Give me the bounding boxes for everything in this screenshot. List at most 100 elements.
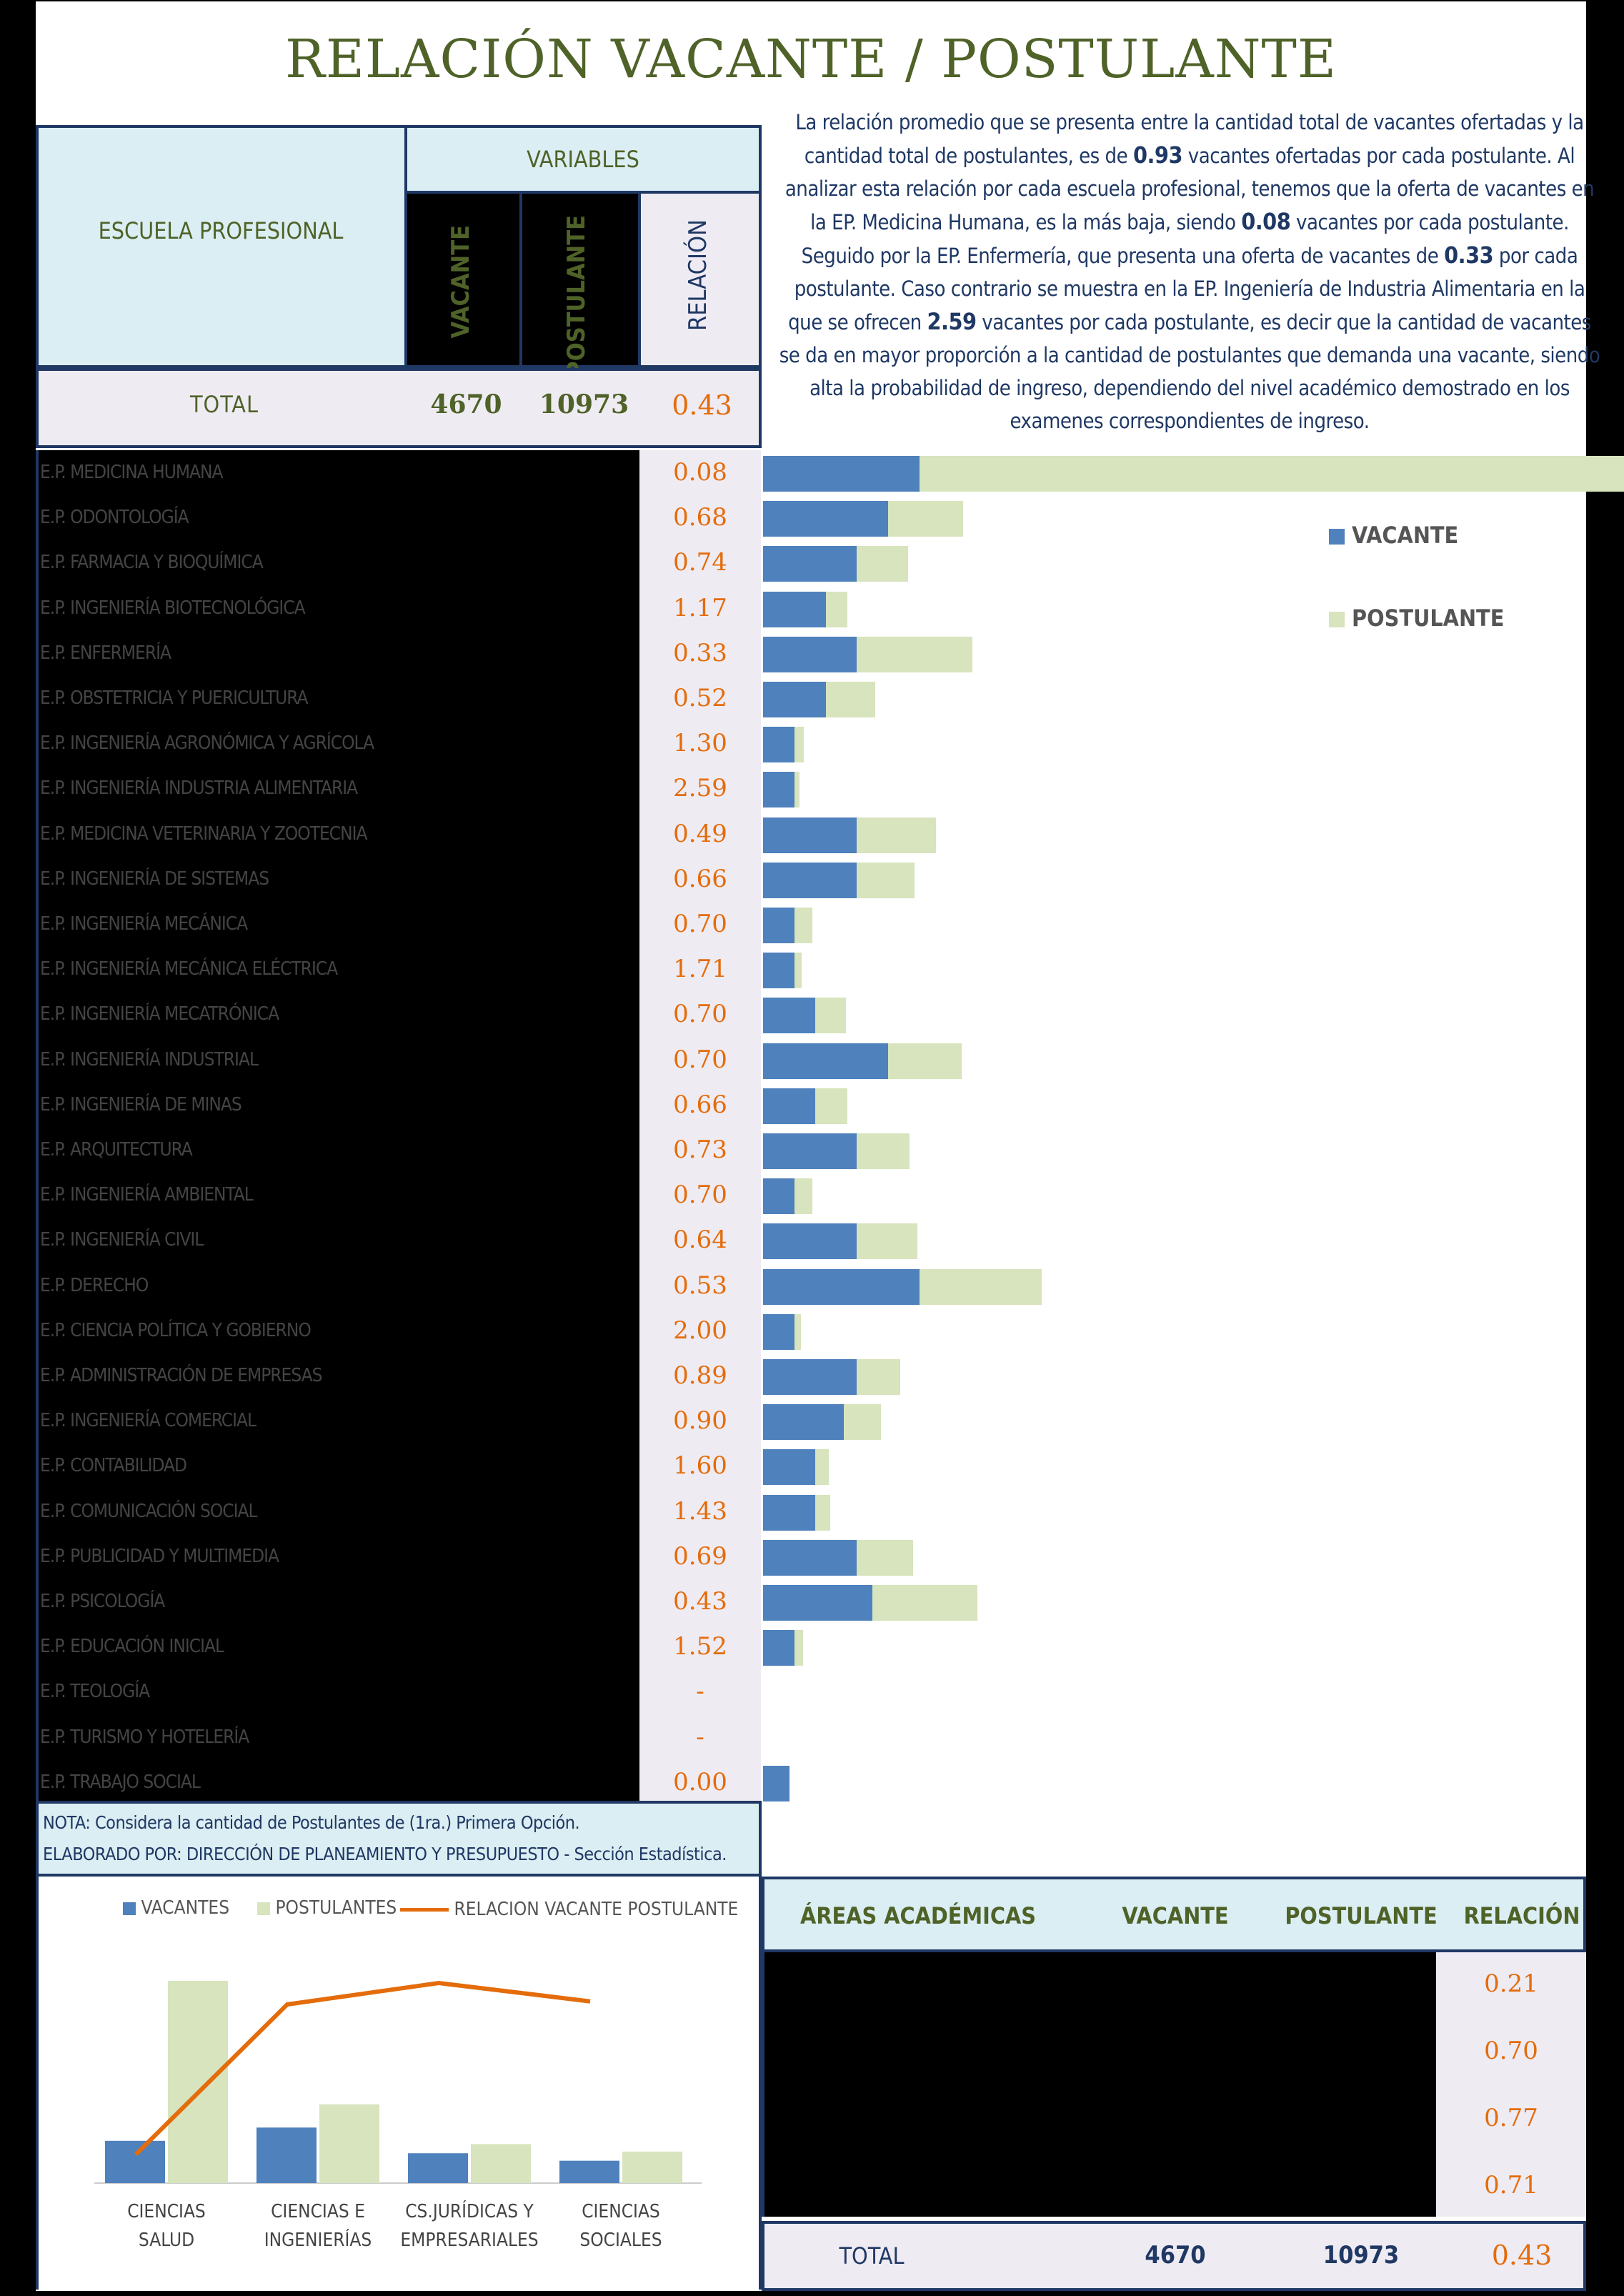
vacante-bar	[763, 817, 857, 853]
vacante-bar	[763, 1404, 845, 1441]
vacante-bar	[763, 953, 794, 989]
combo-category-label: SALUD	[139, 2230, 194, 2251]
school-row-relacion: 0.89	[673, 1361, 727, 1390]
school-row-label: E.P. INGENIERÍA AMBIENTAL	[40, 1184, 254, 1206]
school-row-label: E.P. INGENIERÍA MECÁNICA	[40, 913, 248, 935]
postulante-bar	[857, 817, 937, 853]
combo-category-label: CIENCIAS	[582, 2201, 660, 2222]
combo-relacion-line	[134, 1980, 591, 2157]
school-row-label: E.P. INGENIERÍA AGRONÓMICA Y AGRÍCOLA	[40, 732, 374, 755]
school-row-label: E.P. TURISMO Y HOTELERÍA	[40, 1726, 249, 1748]
school-row-label: E.P. CONTABILIDAD	[40, 1455, 187, 1477]
combo-legend-vacantes-swatch	[123, 1902, 136, 1915]
combo-category-label: CS.JURÍDICAS Y	[405, 2200, 534, 2222]
combo-legend-line-label: RELACION VACANTE POSTULANTE	[454, 1899, 739, 1920]
school-row-relacion: 2.59	[673, 774, 727, 803]
postulante-bar	[857, 1359, 901, 1395]
combo-legend-vacantes-label: VACANTES	[141, 1897, 230, 1919]
vacante-bar	[763, 1178, 794, 1215]
vacante-bar	[763, 1765, 789, 1801]
postulante-bar	[815, 1088, 847, 1124]
postulante-bar	[815, 1449, 829, 1486]
combo-category-label: CIENCIAS	[127, 2201, 206, 2222]
school-row-relacion: 0.33	[673, 638, 727, 667]
vacante-bar	[763, 1359, 857, 1395]
school-row-relacion: 1.71	[673, 955, 727, 984]
areas-total-row: TOTAL 4670 10973 0.43	[762, 2221, 1586, 2291]
school-row-relacion: -	[696, 1722, 704, 1751]
desc-part-2: vacantes ofertadas por cada postulante. …	[784, 144, 1595, 234]
areas-header-areas: ÁREAS ACADÉMICAS	[800, 1902, 1036, 1929]
postulante-bar	[815, 1494, 830, 1531]
school-row-label: E.P. PSICOLOGÍA	[40, 1591, 165, 1612]
vacante-bar	[763, 501, 889, 537]
postulante-bar	[888, 501, 964, 537]
school-row-label: E.P. CIENCIA POLÍTICA Y GOBIERNO	[40, 1319, 312, 1341]
total-label: TOTAL	[189, 391, 259, 418]
description-text: La relación promedio que se presenta ent…	[775, 106, 1604, 437]
vacante-bar	[763, 1539, 857, 1576]
school-row-label: E.P. INGENIERÍA MECÁNICA ELÉCTRICA	[40, 958, 338, 980]
vacante-bar	[763, 1133, 857, 1169]
school-row-relacion: 0.70	[673, 1181, 727, 1210]
combo-category-label: CIENCIAS E	[271, 2201, 365, 2222]
legend-vacante: VACANTE	[1329, 522, 1458, 549]
legend-vacante-swatch	[1329, 529, 1345, 545]
school-row-relacion: 0.00	[673, 1767, 727, 1796]
school-row-label: E.P. ODONTOLOGÍA	[40, 507, 189, 529]
postulante-bar	[872, 1585, 978, 1621]
areas-relacion-4: 0.71	[1484, 2171, 1538, 2200]
vacante-bar	[763, 456, 920, 492]
combo-vacantes-bar	[256, 2127, 317, 2183]
school-row-relacion: 0.49	[673, 819, 727, 848]
areas-total-vacante: 4670	[1145, 2241, 1206, 2270]
postulante-header-cell: POSTULANTE	[519, 191, 641, 377]
vacante-bar	[763, 998, 815, 1034]
total-row: TOTAL 4670 10973 0.43	[36, 368, 762, 448]
vacante-header-label: VACANTE	[447, 225, 475, 339]
school-header-label: ESCUELA PROFESIONAL	[98, 217, 344, 244]
school-row-label: E.P. INGENIERÍA BIOTECNOLÓGICA	[40, 597, 306, 619]
postulante-bar	[794, 1178, 813, 1215]
vacante-bar	[763, 772, 794, 808]
vacante-bar	[763, 636, 857, 672]
note-line-1: NOTA: Considera la cantidad de Postulant…	[43, 1812, 580, 1833]
school-row-relacion: 1.60	[673, 1451, 727, 1481]
combo-postulantes-bar	[319, 2104, 379, 2183]
school-row-relacion: 0.69	[673, 1541, 727, 1571]
postulante-header-label: POSTULANTE	[562, 215, 591, 377]
postulante-bar	[794, 772, 799, 808]
vacante-bar	[763, 1223, 857, 1260]
school-row-relacion: 0.53	[673, 1271, 727, 1300]
areas-relacion-column: 0.21 0.70 0.77 0.71	[1436, 1952, 1586, 2217]
total-relacion: 0.43	[672, 389, 732, 421]
variables-header-label: VARIABLES	[527, 146, 639, 173]
vacante-bar	[763, 1494, 815, 1531]
areas-relacion-1: 0.21	[1484, 1969, 1538, 1998]
postulante-bar	[794, 953, 802, 989]
postulante-bar	[857, 1539, 914, 1576]
combo-legend-vacantes: VACANTES	[123, 1897, 229, 1919]
desc-value-1: 0.93	[1132, 141, 1183, 169]
areas-header-postulante: POSTULANTE	[1285, 1902, 1438, 1929]
school-row-relacion: 1.43	[673, 1496, 727, 1526]
note-line-2: ELABORADO POR: DIRECCIÓN DE PLANEAMIENTO…	[43, 1844, 727, 1864]
school-row-relacion: 0.70	[673, 910, 727, 938]
vacante-bar	[763, 1449, 815, 1486]
school-row-relacion: 0.66	[673, 864, 727, 893]
school-row-label: E.P. INGENIERÍA COMERCIAL	[40, 1410, 256, 1432]
school-row-label: E.P. MEDICINA VETERINARIA Y ZOOTECNIA	[40, 823, 367, 845]
relacion-column-background	[639, 450, 761, 1801]
school-row-label: E.P. ADMINISTRACIÓN DE EMPRESAS	[40, 1365, 323, 1386]
school-row-label: E.P. FARMACIA Y BIOQUÍMICA	[40, 552, 264, 574]
school-row-label: E.P. OBSTETRICIA Y PUERICULTURA	[40, 687, 308, 709]
variables-header-cell: VARIABLES	[404, 125, 762, 194]
areas-total-postulante: 10973	[1322, 2241, 1400, 2270]
combo-legend-line-swatch	[400, 1908, 449, 1912]
postulante-bar	[794, 727, 804, 763]
desc-value-2: 0.08	[1241, 208, 1291, 235]
postulante-bar	[920, 456, 1624, 492]
areas-header-vacante: VACANTE	[1122, 1902, 1229, 1929]
school-row-relacion: 0.73	[673, 1135, 727, 1164]
combo-postulantes-bar	[168, 1980, 228, 2183]
